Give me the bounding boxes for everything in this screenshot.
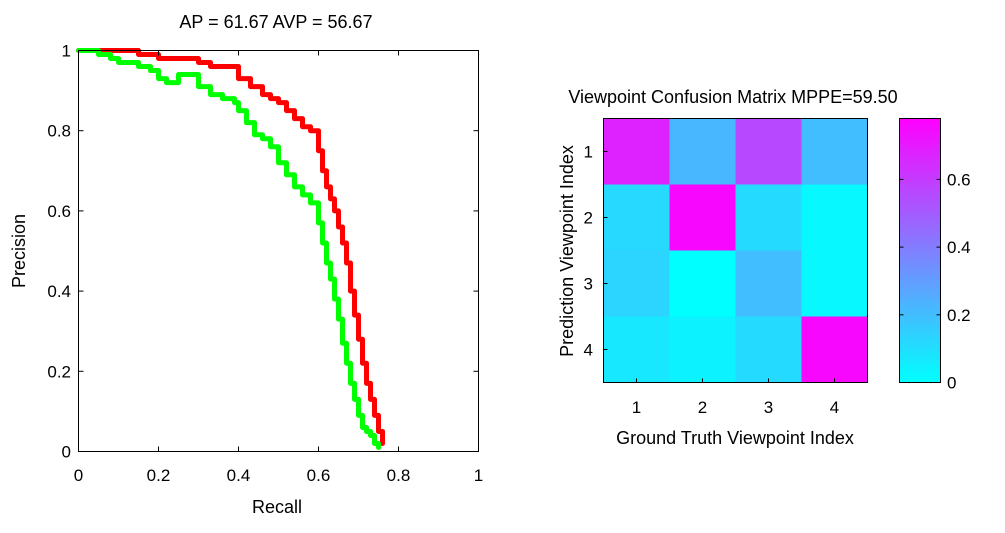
pr-y-tick-label: 0.4 bbox=[47, 282, 71, 301]
cm-cell-r4-c1 bbox=[603, 316, 670, 383]
cm-cell-r1-c2 bbox=[669, 118, 736, 185]
pr-y-tick-label: 0.6 bbox=[47, 202, 71, 221]
cm-cell-r2-c1 bbox=[603, 184, 670, 251]
confusion-matrix-chart: Viewpoint Confusion Matrix MPPE=59.50 1 2… bbox=[557, 87, 971, 448]
pr-y-tick-label: 0.8 bbox=[47, 122, 71, 141]
cm-x-axis-label: Ground Truth Viewpoint Index bbox=[616, 428, 854, 448]
cm-y-tick-label: 1 bbox=[584, 143, 593, 162]
pr-x-tick-label: 1 bbox=[474, 466, 483, 485]
cm-x-tick-label: 3 bbox=[764, 398, 773, 417]
cm-cell-r4-c3 bbox=[735, 316, 802, 383]
cm-cell-r3-c3 bbox=[735, 250, 802, 317]
pr-y-tick-label: 0.2 bbox=[47, 362, 71, 381]
colorbar-tick-label: 0 bbox=[947, 374, 956, 393]
pr-plot-frame bbox=[78, 50, 479, 452]
pr-chart-title: AP = 61.67 AVP = 56.67 bbox=[179, 12, 372, 32]
cm-cell-r2-c2 bbox=[669, 184, 736, 251]
pr-x-tick-label: 0.8 bbox=[387, 466, 411, 485]
pr-x-axis-label: Recall bbox=[252, 497, 302, 517]
pr-series-2-line bbox=[76, 48, 381, 450]
pr-y-tick-label: 0 bbox=[62, 443, 71, 462]
cm-cell-r2-c3 bbox=[735, 184, 802, 251]
cm-cell-r1-c1 bbox=[603, 118, 670, 185]
cm-y-axis-label: Prediction Viewpoint Index bbox=[557, 145, 577, 357]
colorbar-tick-label: 0.2 bbox=[947, 306, 971, 325]
pr-x-tick-label: 0.2 bbox=[147, 466, 171, 485]
cm-cell-r1-c3 bbox=[735, 118, 802, 185]
pr-x-tick-label: 0.4 bbox=[227, 466, 251, 485]
cm-x-tick-label: 2 bbox=[698, 398, 707, 417]
pr-y-axis-label: Precision bbox=[9, 214, 29, 288]
cm-cell-r3-c4 bbox=[801, 250, 868, 317]
pr-ticks: 0 0.2 0.4 0.6 0.8 1 0 0.2 0.4 0.6 0.8 1 bbox=[47, 42, 483, 486]
cm-y-tick-label: 3 bbox=[584, 275, 593, 294]
pr-x-tick-label: 0 bbox=[74, 466, 83, 485]
pr-series-1-line bbox=[76, 48, 385, 446]
colorbar-tick-label: 0.6 bbox=[947, 170, 971, 189]
cm-y-tick-label: 4 bbox=[584, 341, 593, 360]
cm-cell-r1-c4 bbox=[801, 118, 868, 185]
colorbar: 0 0.2 0.4 0.6 bbox=[899, 118, 971, 393]
pr-x-tick-label: 0.6 bbox=[307, 466, 331, 485]
cm-cell-r4-c4 bbox=[801, 316, 868, 383]
pr-y-tick-label: 1 bbox=[62, 42, 71, 61]
cm-ticks: 1 2 3 4 1 2 3 4 bbox=[584, 143, 840, 418]
cm-x-tick-label: 4 bbox=[830, 398, 839, 417]
cm-cell-r3-c1 bbox=[603, 250, 670, 317]
cm-y-tick-label: 2 bbox=[584, 209, 593, 228]
colorbar-ticks: 0 0.2 0.4 0.6 bbox=[899, 170, 971, 393]
precision-recall-chart: AP = 61.67 AVP = 56.67 0 0.2 0.4 0.6 0.8 1 0 0.… bbox=[9, 12, 483, 517]
cm-x-tick-label: 1 bbox=[632, 398, 641, 417]
colorbar-tick-label: 0.4 bbox=[947, 238, 971, 257]
cm-cell-r4-c2 bbox=[669, 316, 736, 383]
cm-cell-r2-c4 bbox=[801, 184, 868, 251]
cm-cells bbox=[603, 118, 868, 383]
colorbar-gradient bbox=[899, 118, 941, 383]
pr-curves bbox=[76, 48, 385, 450]
cm-plot-frame bbox=[603, 118, 868, 383]
cm-cell-r3-c2 bbox=[669, 250, 736, 317]
cm-chart-title: Viewpoint Confusion Matrix MPPE=59.50 bbox=[568, 87, 897, 107]
